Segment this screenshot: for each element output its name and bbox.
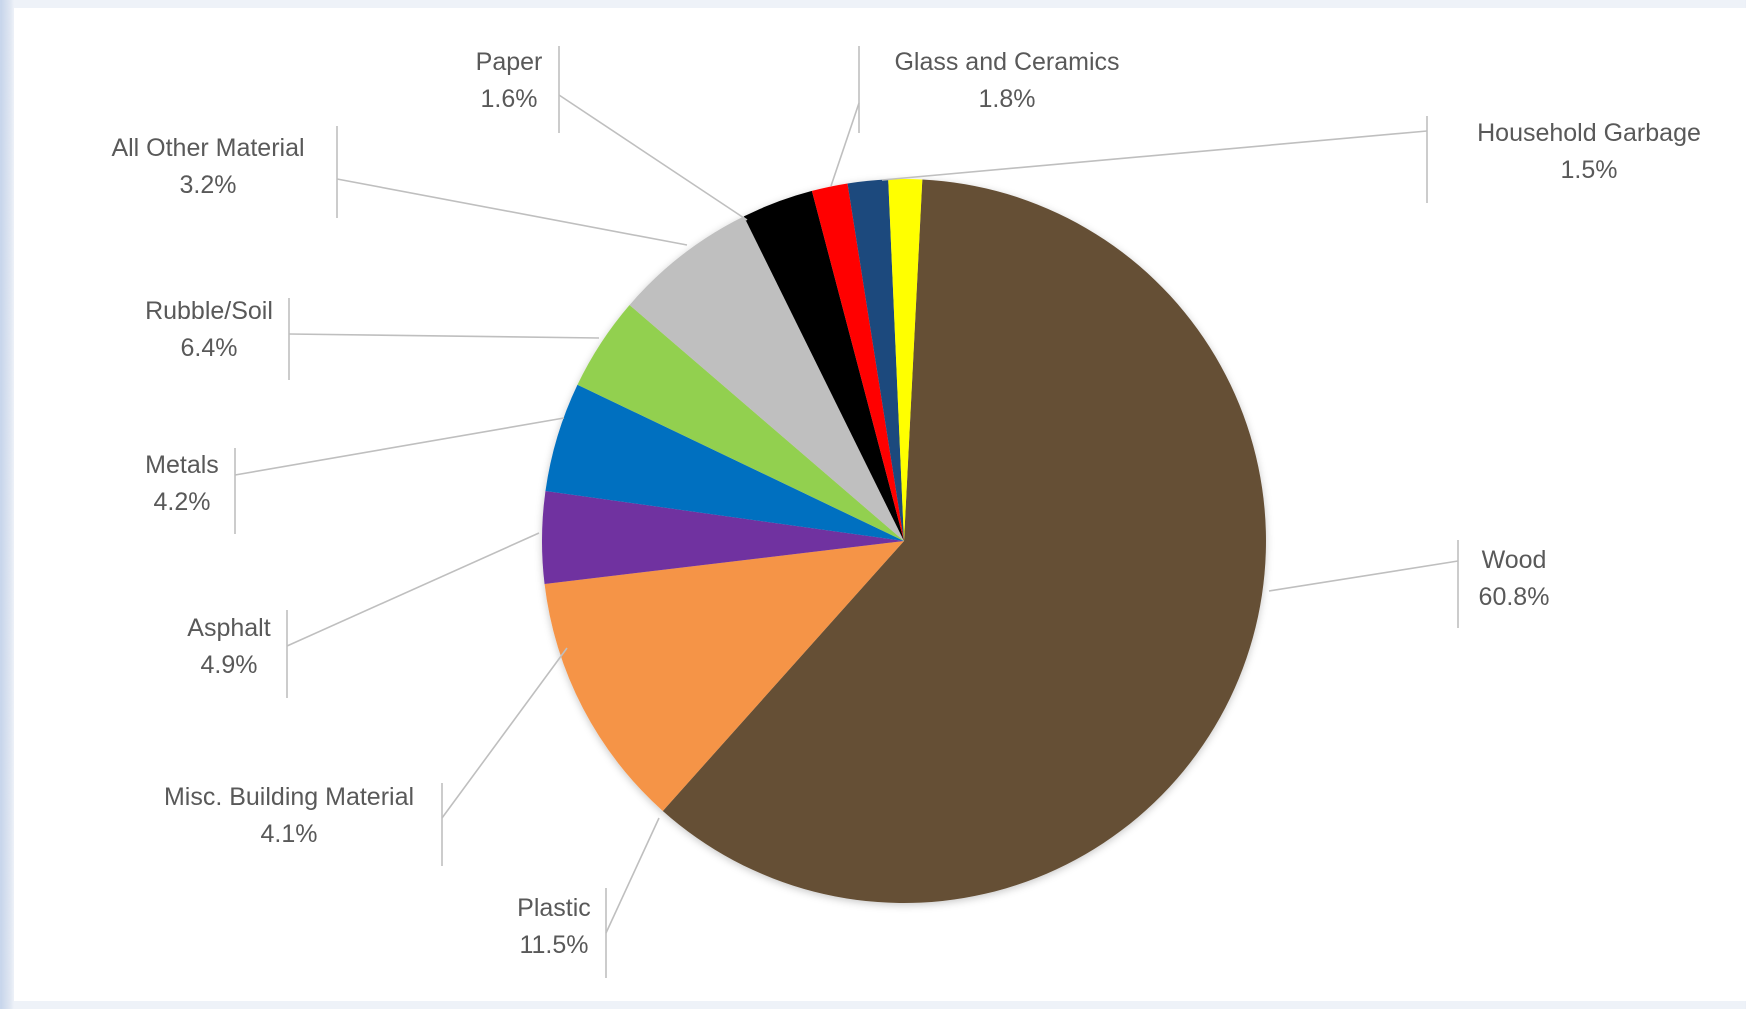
leader-line-paper bbox=[558, 94, 748, 221]
leader-lines bbox=[234, 46, 1459, 978]
leader-line-all-other-material bbox=[336, 178, 688, 246]
pie-slice-glass-and-ceramics bbox=[847, 179, 904, 541]
slice-value-misc-building-material: 4.1% bbox=[261, 820, 318, 848]
leader-line-glass-and-ceramics bbox=[830, 102, 860, 187]
slice-value-asphalt: 4.9% bbox=[201, 651, 258, 679]
slice-value-paper: 1.6% bbox=[481, 85, 538, 113]
pie-slice-plastic bbox=[544, 541, 904, 811]
slice-label-paper: Paper bbox=[476, 48, 543, 76]
pie-slice-metals bbox=[577, 304, 904, 541]
slice-value-glass-and-ceramics: 1.8% bbox=[979, 85, 1036, 113]
slice-label-wood: Wood bbox=[1482, 546, 1547, 574]
pie-slice-household-garbage bbox=[888, 178, 923, 541]
slice-value-rubble-soil: 6.4% bbox=[181, 334, 238, 362]
pie-slice-asphalt bbox=[545, 384, 904, 541]
pie-slice-wood bbox=[662, 179, 1266, 903]
leader-line-wood bbox=[1268, 560, 1459, 592]
slice-label-misc-building-material: Misc. Building Material bbox=[164, 783, 414, 811]
slice-label-metals: Metals bbox=[145, 451, 219, 479]
slice-value-plastic: 11.5% bbox=[519, 931, 588, 959]
chart-area: Wood 60.8% Plastic 11.5% Misc. Building Mate… bbox=[14, 8, 1746, 1001]
slice-label-plastic: Plastic bbox=[517, 894, 591, 922]
slice-value-household-garbage: 1.5% bbox=[1561, 156, 1618, 184]
leader-line-metals bbox=[234, 417, 565, 476]
slice-value-metals: 4.2% bbox=[154, 488, 211, 516]
leader-line-household-garbage bbox=[881, 130, 1428, 181]
slice-label-all-other-material: All Other Material bbox=[111, 134, 304, 162]
pie-chart: Wood 60.8% Plastic 11.5% Misc. Building Mate… bbox=[111, 46, 1701, 978]
leader-line-asphalt bbox=[286, 532, 540, 647]
slice-value-all-other-material: 3.2% bbox=[180, 171, 237, 199]
leader-line-misc-building-material bbox=[441, 647, 568, 819]
pie-slice-paper bbox=[811, 183, 904, 541]
slice-value-wood: 60.8% bbox=[1479, 583, 1550, 611]
slice-label-glass-and-ceramics: Glass and Ceramics bbox=[894, 48, 1119, 76]
pie-slice-rubble-soil bbox=[629, 216, 904, 542]
leader-line-rubble-soil bbox=[288, 333, 600, 339]
slice-label-rubble-soil: Rubble/Soil bbox=[145, 297, 273, 325]
slice-label-asphalt: Asphalt bbox=[187, 614, 270, 642]
leader-line-plastic bbox=[605, 817, 660, 934]
slice-label-household-garbage: Household Garbage bbox=[1477, 119, 1701, 147]
pie-slices bbox=[541, 178, 1266, 903]
pie-slice-all-other-material bbox=[743, 190, 904, 541]
data-labels: Wood 60.8% Plastic 11.5% Misc. Building Mate… bbox=[111, 48, 1700, 959]
pie-slice-misc-building-material bbox=[541, 490, 904, 584]
